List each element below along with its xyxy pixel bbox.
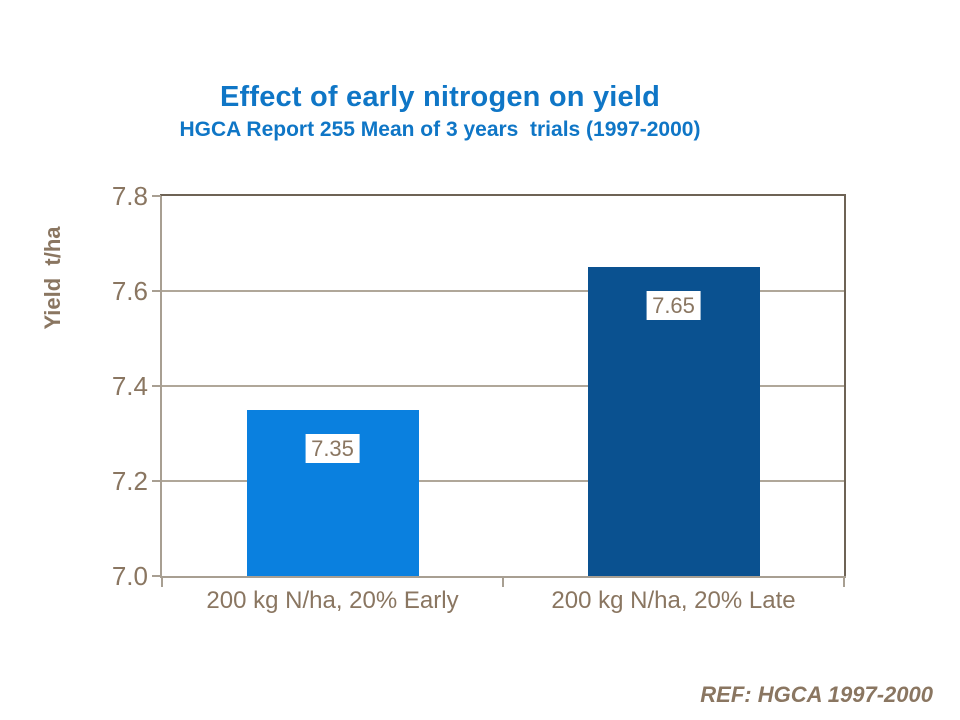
gridline: [162, 480, 844, 482]
plot-area: 7.35 7.65: [162, 196, 844, 576]
bar-value-label: 7.35: [305, 433, 360, 463]
y-tick-label: 7.0: [111, 561, 148, 591]
x-tick-mark: [161, 578, 163, 587]
bar: 7.35: [246, 409, 419, 576]
y-tick-label: 7.4: [111, 371, 148, 401]
chart-header: Effect of early nitrogen on yield HGCA R…: [0, 78, 880, 144]
x-category-label: 200 kg N/ha, 20% Late: [551, 587, 796, 614]
chart-title: Effect of early nitrogen on yield: [219, 81, 661, 113]
plot-border-top: [160, 194, 846, 196]
gridline: [162, 385, 844, 387]
y-axis-line: [160, 196, 162, 578]
plot-border-right: [844, 194, 846, 578]
reference-note: REF: HGCA 1997-2000: [700, 682, 933, 707]
y-tick-mark: [152, 290, 161, 292]
bar-value-label: 7.65: [646, 291, 701, 321]
y-tick-label: 7.2: [111, 466, 148, 496]
x-axis-line: [160, 576, 846, 578]
y-tick-mark: [152, 480, 161, 482]
x-tick-mark: [502, 578, 504, 587]
x-category-label: 200 kg N/ha, 20% Early: [206, 587, 459, 614]
chart-subtitle: HGCA Report 255 Mean of 3 years trials (…: [179, 118, 701, 141]
bar: 7.65: [587, 267, 760, 576]
y-tick-mark: [152, 575, 161, 577]
y-tick-label: 7.6: [111, 276, 148, 306]
y-tick-mark: [152, 195, 161, 197]
y-tick-label: 7.8: [111, 181, 148, 211]
x-tick-mark: [843, 578, 845, 587]
y-tick-mark: [152, 385, 161, 387]
gridline: [162, 290, 844, 292]
